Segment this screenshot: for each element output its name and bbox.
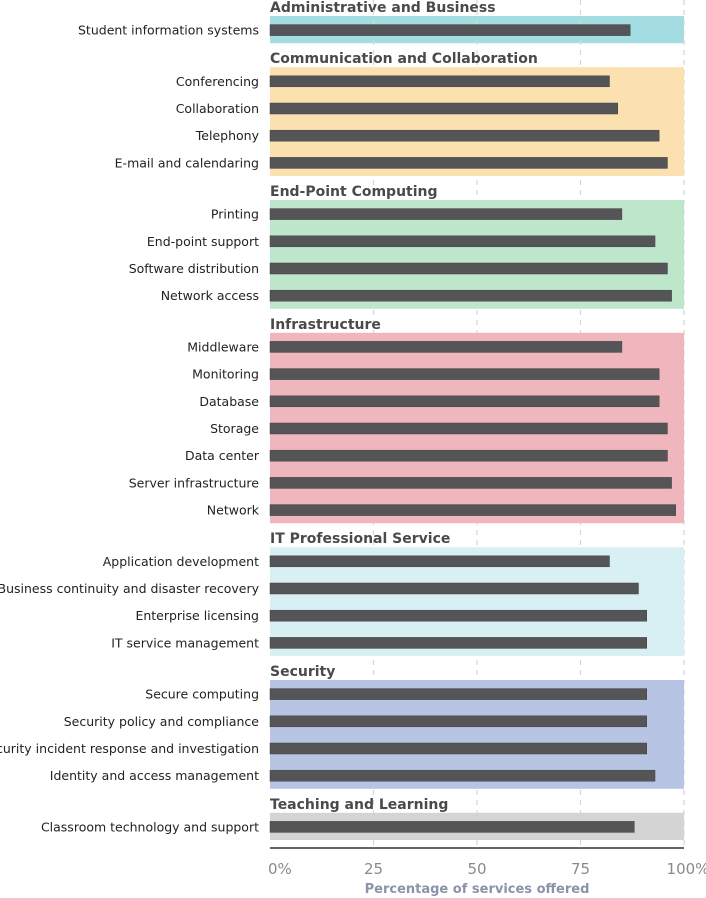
bar [269, 821, 635, 833]
category-label: Conferencing [176, 74, 259, 89]
bar [269, 477, 672, 489]
category-label: Enterprise licensing [135, 608, 259, 623]
bar [269, 688, 647, 700]
bar [269, 129, 660, 142]
x-axis-title: Percentage of services offered [365, 882, 590, 897]
x-tick-label: 25 [364, 860, 383, 878]
category-label: Security policy and compliance [64, 714, 260, 729]
bar [269, 262, 668, 275]
category-label: Storage [210, 421, 259, 436]
bar [269, 555, 610, 568]
group-header: Infrastructure [270, 317, 381, 333]
group-header: IT Professional Service [270, 531, 450, 547]
bar [269, 742, 647, 755]
x-tick-label: 100% [667, 860, 706, 878]
group-header: Communication and Collaboration [270, 51, 538, 67]
category-label: Middleware [187, 339, 259, 354]
category-label: Server infrastructure [129, 475, 260, 490]
bar [269, 637, 647, 649]
category-label: Classroom technology and support [41, 819, 259, 834]
category-label: Student information systems [78, 23, 259, 38]
category-label: Database [199, 394, 259, 409]
group-header: Security [270, 664, 335, 680]
category-label: Printing [211, 207, 259, 222]
bar [269, 504, 676, 516]
category-label: Network access [161, 288, 259, 303]
x-tick-label: 75 [571, 860, 590, 878]
category-label: Data center [185, 448, 260, 463]
bar [269, 368, 660, 380]
bar [269, 395, 660, 408]
category-label: Collaboration [176, 101, 259, 116]
category-label: Secure computing [145, 687, 259, 702]
bar [269, 289, 672, 302]
category-label: Identity and access management [50, 768, 259, 783]
bar [269, 102, 619, 115]
x-tick-label: 50 [467, 860, 486, 878]
category-label: IT service management [111, 635, 259, 650]
bar [269, 157, 668, 169]
x-tick-label: 0% [268, 860, 292, 878]
category-label: Monitoring [192, 367, 259, 382]
category-label: Security incident response and investiga… [0, 741, 259, 756]
bar [269, 341, 623, 353]
bar [269, 75, 610, 88]
bar [269, 582, 639, 595]
bar [269, 235, 656, 248]
bar [269, 449, 668, 462]
category-label: Software distribution [129, 261, 259, 276]
bar [269, 609, 647, 622]
bar [269, 769, 656, 782]
bar [269, 715, 647, 728]
group-header: Administrative and Business [270, 0, 496, 16]
category-label: Application development [103, 554, 259, 569]
category-label: Business continuity and disaster recover… [0, 581, 260, 596]
category-label: E-mail and calendaring [115, 155, 259, 170]
group-header: Teaching and Learning [270, 797, 448, 813]
category-label: Telephony [195, 128, 260, 143]
category-label: Network [207, 503, 260, 518]
group-header: End-Point Computing [270, 184, 438, 200]
bar [269, 208, 623, 220]
bar [269, 422, 668, 435]
category-label: End-point support [147, 234, 259, 249]
bar [269, 24, 631, 36]
